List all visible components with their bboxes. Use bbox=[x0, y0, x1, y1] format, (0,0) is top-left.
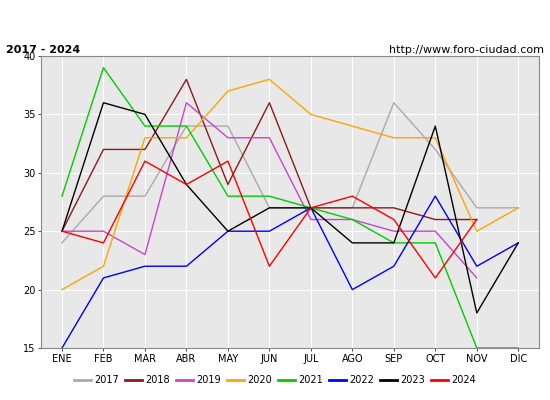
Text: 2017 - 2024: 2017 - 2024 bbox=[6, 45, 80, 55]
Legend: 2017, 2018, 2019, 2020, 2021, 2022, 2023, 2024: 2017, 2018, 2019, 2020, 2021, 2022, 2023… bbox=[74, 375, 476, 385]
Text: Evolucion del paro registrado en Ataquines: Evolucion del paro registrado en Ataquin… bbox=[106, 11, 444, 25]
Text: http://www.foro-ciudad.com: http://www.foro-ciudad.com bbox=[389, 45, 544, 55]
